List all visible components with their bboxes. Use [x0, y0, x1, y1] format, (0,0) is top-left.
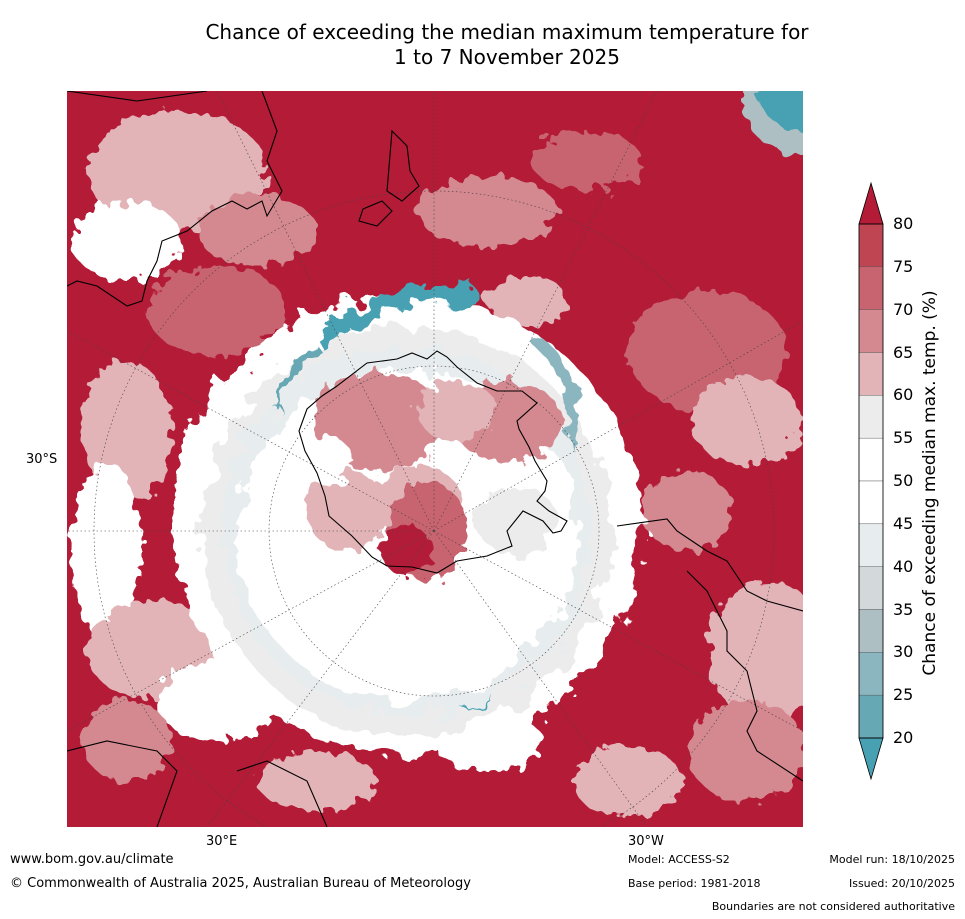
- title-line-2: 1 to 7 November 2025: [394, 45, 620, 69]
- colorbar-tick-75: 75: [893, 256, 914, 276]
- colorbar-tick-20: 20: [893, 728, 914, 747]
- title-line-1: Chance of exceeding the median maximum t…: [205, 20, 809, 44]
- copyright-text: © Commonwealth of Australia 2025, Austra…: [10, 876, 471, 891]
- colorbar-segment-70_75: [858, 266, 884, 310]
- map-canvas: [67, 91, 803, 827]
- map-title: Chance of exceeding the median maximum t…: [67, 20, 947, 70]
- south-america-coast: [616, 518, 803, 782]
- colorbar-tick-65: 65: [893, 342, 914, 362]
- low-chance-corner: [743, 91, 803, 156]
- antarctica-coast: [298, 350, 568, 574]
- graticule: [67, 91, 803, 827]
- colorbar-segment-40_45: [858, 523, 884, 567]
- colorbar-tick-25: 25: [893, 685, 914, 705]
- colorbar-title: Chance of exceeding median max. temp. (%…: [920, 290, 940, 676]
- colorbar-tick-70: 70: [893, 299, 914, 319]
- colorbar-segment-25_30: [858, 652, 884, 696]
- africa-coast: [67, 740, 328, 827]
- base-period: Base period: 1981-2018: [628, 877, 761, 890]
- mid-latitude-patches: [72, 111, 803, 816]
- colorbar-segment-30_35: [858, 609, 884, 653]
- website-link[interactable]: www.bom.gov.au/climate: [10, 852, 174, 867]
- coastlines: [67, 91, 803, 827]
- lon-label-30e: 30°E: [206, 834, 238, 849]
- lon-label-30w: 30°W: [628, 834, 664, 849]
- model-name: Model: ACCESS-S2: [628, 853, 730, 866]
- australia-coast: [67, 91, 283, 307]
- lat-label-30s: 30°S: [26, 452, 58, 467]
- colorbar-tick-30: 30: [893, 642, 914, 662]
- colorbar-frame: [858, 223, 884, 739]
- forecast-map: [67, 91, 803, 827]
- colorbar-tick-45: 45: [893, 513, 914, 533]
- colorbar-arrow-top: [858, 181, 884, 225]
- colorbar-tick-60: 60: [893, 385, 914, 405]
- colorbar-segment-45_50: [858, 480, 884, 525]
- colorbar-segment-60_65: [858, 352, 884, 396]
- colorbar-tick-50: 50: [893, 471, 914, 490]
- colorbar-segment-20_25: [858, 694, 884, 739]
- boundaries-disclaimer: Boundaries are not considered authoritat…: [711, 900, 955, 913]
- colorbar-tick-40: 40: [893, 556, 914, 576]
- model-run: Model run: 18/10/2025: [829, 853, 955, 866]
- issued-date: Issued: 20/10/2025: [848, 877, 955, 890]
- colorbar-tick-80: 80: [893, 214, 914, 233]
- colorbar-tick-55: 55: [893, 428, 914, 448]
- new-zealand-coast: [358, 129, 420, 227]
- colorbar-arrow-bottom: [858, 737, 884, 781]
- colorbar-segment-35_40: [858, 566, 884, 610]
- colorbar: [858, 181, 884, 781]
- colorbar-tick-35: 35: [893, 599, 914, 619]
- colorbar-segment-50_55: [858, 437, 884, 482]
- colorbar-segment-65_70: [858, 309, 884, 353]
- colorbar-segment-75_80: [858, 223, 884, 268]
- colorbar-segment-55_60: [858, 395, 884, 439]
